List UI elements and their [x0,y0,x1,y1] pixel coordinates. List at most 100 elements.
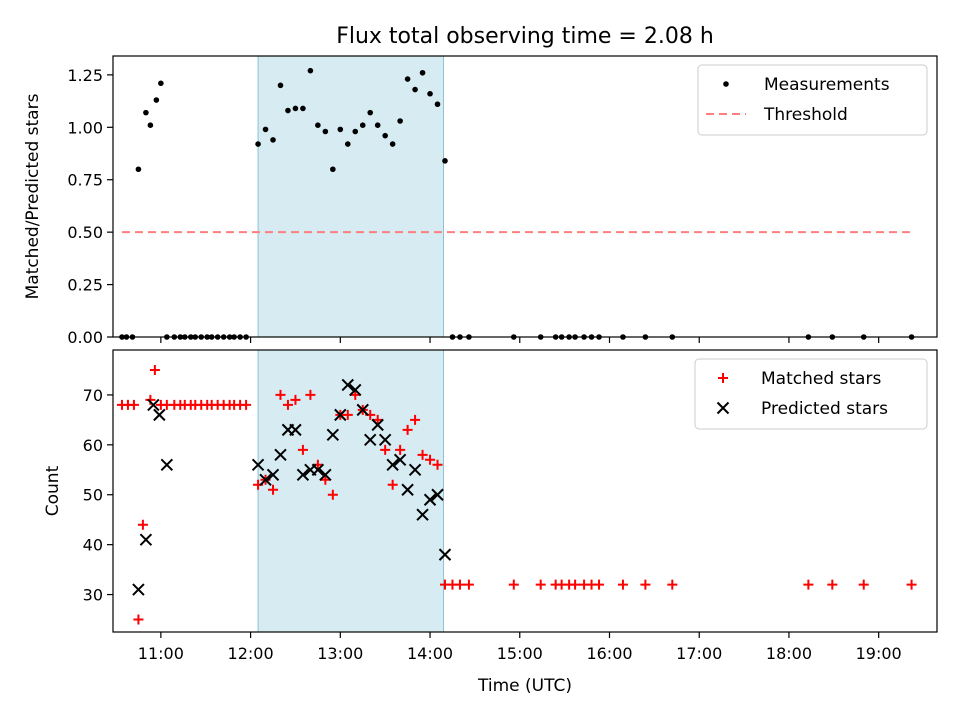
measurement-point [153,97,160,103]
bottom-xtick-label: 12:00 [228,644,274,663]
matched-point [827,579,838,590]
matched-point [508,579,519,590]
bottom-series-matched-stars [116,364,917,625]
matched-point [570,579,581,590]
legend-predicted-swatch [716,401,730,415]
bottom-xtick-label: 15:00 [497,644,543,663]
measurement-point [255,141,261,147]
bottom-xtick-label: 19:00 [856,644,902,663]
measurement-point [344,141,351,147]
predicted-point [386,458,399,472]
legend-box [694,358,928,430]
measurement-point [412,86,418,93]
bottom-xtick-label: 18:00 [766,644,812,663]
matched-point [268,484,279,495]
matched-point [402,424,413,435]
measurement-point [277,82,284,89]
measurement-point [270,137,276,143]
measurement-point [374,122,381,129]
legend-label: Measurements [764,75,890,95]
legend-label: Predicted stars [761,399,888,419]
top-legend: Measurements Threshold [697,64,928,136]
top-ytick-label: 1.00 [67,118,103,137]
predicted-point [378,433,392,447]
bottom-xtick-label: 17:00 [676,644,722,663]
legend-matched-swatch [718,373,728,383]
measurement-point [359,122,366,129]
matched-point [387,479,398,490]
predicted-point [147,398,160,412]
predicted-point [408,463,422,476]
bottom-ytick-label: 30 [83,586,103,605]
predicted-point [438,548,452,561]
matched-point [350,389,361,400]
predicted-point [311,463,325,476]
measurement-point [382,132,388,139]
predicted-point [132,583,145,596]
predicted-point [401,483,414,496]
predicted-point [341,378,354,392]
predicted-point [289,423,302,437]
matched-point [342,409,353,420]
measurement-point [147,122,154,129]
matched-point [380,444,391,455]
bottom-panel: 30 40 50 60 70 11:00 12:00 13:00 14:00 15:00 16:00… [43,349,938,696]
predicted-point [431,488,444,501]
matched-point [327,489,338,500]
matched-point [454,579,465,590]
matched-point [305,389,316,400]
measurement-point [352,128,359,135]
bottom-xtick-label: 14:00 [407,644,453,663]
bottom-observing-span [257,349,444,633]
matched-point [297,444,308,455]
matched-point [463,579,474,590]
matched-point [425,454,436,465]
top-ytick-label: 0.25 [67,276,103,295]
bottom-xtick-label: 11:00 [138,644,184,663]
matched-point [417,449,428,460]
matched-point [282,399,293,410]
predicted-point [334,408,347,422]
matched-point [906,579,917,590]
bottom-xtick-label: 16:00 [586,644,632,663]
matched-point [372,414,383,425]
top-ytick-label: 0.50 [67,223,103,242]
measurement-point [135,166,142,173]
measurement-point [315,122,321,129]
chart-title: Flux total observing time = 2.08 h [336,24,714,49]
matched-point [241,399,252,410]
measurement-point [322,128,329,135]
matched-point [640,579,651,590]
predicted-point [251,458,265,472]
matched-point [432,459,443,470]
matched-point [858,579,869,590]
predicted-point [274,448,287,462]
measurement-point [434,101,441,108]
measurement-point [330,166,336,173]
matched-point [395,444,406,455]
measurement-point [442,158,448,164]
bottom-x-axis-label: Time (UTC) [477,676,572,696]
top-frame [112,55,938,338]
measurement-point [397,118,403,124]
matched-point [617,579,628,590]
measurement-point [427,90,433,97]
predicted-point [393,453,407,467]
matched-point [275,389,286,400]
predicted-point [349,383,362,397]
matched-point [667,579,678,590]
matched-point [149,364,160,375]
predicted-point [319,468,332,481]
measurement-point [143,109,149,116]
predicted-point [423,493,437,506]
measurement-point [300,105,306,112]
bottom-legend: Matched stars Predicted stars [694,358,928,430]
measurement-point [307,67,314,74]
measurement-point [285,107,291,114]
top-y-axis-label: Matched/Predicted stars [23,93,43,299]
bottom-frame [112,349,938,633]
predicted-point [160,458,174,472]
matched-point [320,474,331,485]
bottom-y-axis-label: Count [43,465,63,516]
